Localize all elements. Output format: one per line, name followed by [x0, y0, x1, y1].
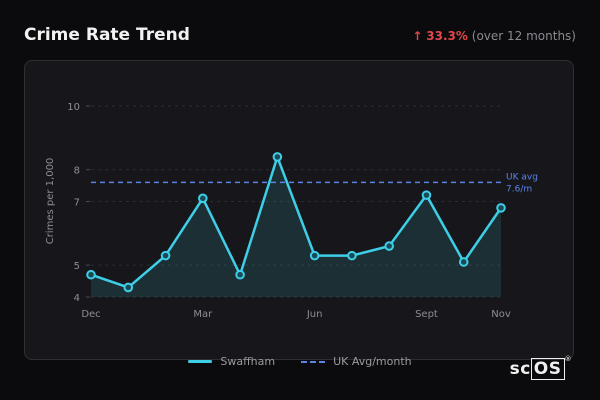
legend-item-swaffham[interactable]: Swaffham — [188, 355, 275, 368]
legend-item-uk-avg[interactable]: UK Avg/month — [301, 355, 412, 368]
data-point — [272, 152, 283, 162]
x-tick-label: Mar — [193, 309, 213, 320]
y-axis-label: Crimes per 1,000 — [45, 158, 56, 245]
series-line-swaffham — [90, 155, 503, 289]
x-tick-label: Sept — [415, 309, 438, 320]
data-point — [421, 190, 432, 200]
y-tick-label: 8 — [74, 166, 80, 177]
data-point — [309, 250, 320, 261]
x-tick-label: Jun — [306, 309, 323, 320]
data-point — [160, 250, 171, 261]
legend-label-swaffham: Swaffham — [220, 355, 276, 368]
change-indicator: ↑ 33.3% (over 12 months) — [412, 29, 576, 43]
legend-label-uk-avg: UK Avg/month — [333, 355, 412, 368]
chart-card — [24, 60, 574, 360]
data-point — [198, 193, 208, 204]
y-tick-label: 7 — [74, 198, 80, 209]
change-percent: 33.3% — [426, 29, 468, 43]
data-point — [86, 269, 96, 280]
x-tick-label: Nov — [491, 309, 511, 320]
chart-title: Crime Rate Trend — [24, 25, 190, 45]
data-point — [123, 282, 134, 293]
series-area — [91, 156, 501, 297]
data-point — [384, 241, 394, 251]
y-tick-label: 4 — [74, 293, 80, 304]
dashed-line-swatch-icon — [301, 360, 326, 363]
change-period: (over 12 months) — [471, 29, 576, 43]
y-tick-label: 5 — [74, 261, 80, 272]
scos-logo: sc OS ® — [509, 355, 572, 380]
solid-line-swatch-icon — [188, 360, 213, 363]
uk-average-value-label: 7.6/m — [506, 184, 532, 194]
chart-legend: Swaffham UK Avg/month — [0, 355, 600, 368]
y-tick-label: 10 — [67, 102, 80, 113]
uk-average-label: UK avg — [506, 172, 538, 182]
data-point — [347, 250, 357, 261]
up-arrow-icon: ↑ — [412, 29, 423, 43]
data-point — [496, 203, 506, 213]
x-tick-label: Dec — [81, 309, 100, 320]
data-point — [235, 269, 245, 280]
data-point — [458, 257, 469, 267]
